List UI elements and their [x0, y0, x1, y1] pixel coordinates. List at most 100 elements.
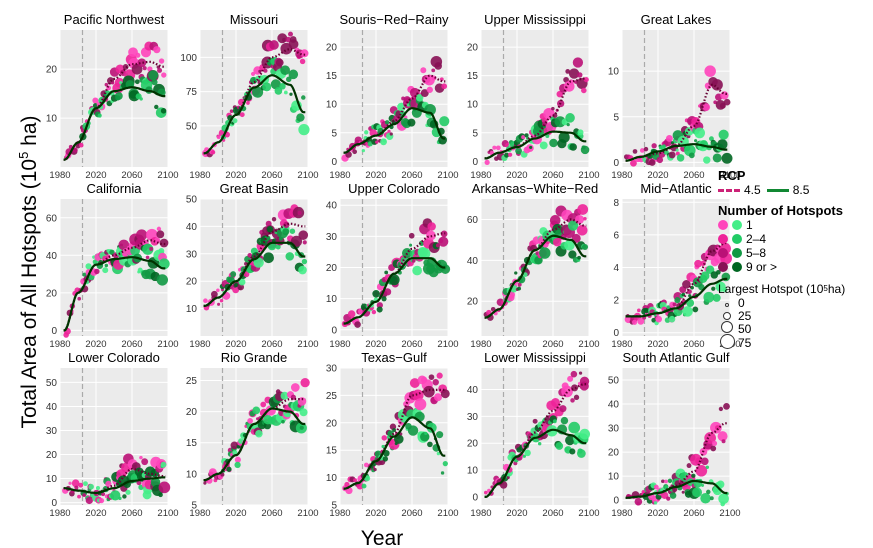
data-point [262, 82, 272, 92]
y-tick-label: 20 [467, 439, 479, 450]
data-point [234, 282, 239, 288]
data-point [532, 418, 538, 424]
data-point [139, 97, 143, 101]
x-tick-label: 1980 [470, 339, 491, 350]
y-tick-label: 8 [613, 198, 619, 209]
data-point [506, 475, 510, 480]
data-point [666, 305, 671, 310]
data-point [573, 394, 580, 401]
data-point [353, 478, 358, 483]
data-point [426, 86, 433, 93]
legend-hotspots-title: Number of Hotspots [718, 203, 843, 218]
y-tick-label: 5 [191, 501, 197, 512]
data-point [664, 485, 669, 490]
data-point [716, 480, 725, 489]
data-point [436, 451, 441, 456]
data-point [344, 481, 350, 488]
data-point [296, 113, 305, 122]
data-point [402, 247, 413, 259]
rcp45-trend-line [343, 74, 446, 154]
data-point [68, 481, 72, 485]
panel: Lower Colorado 1980 2020 2060 2100 0 10 20 30 40 5… [46, 350, 179, 519]
legend-size-row: 50 [718, 321, 868, 336]
data-point [552, 419, 557, 424]
y-tick-label: 4 [613, 263, 619, 274]
y-tick-label: 0 [331, 325, 337, 336]
data-point [297, 210, 302, 216]
rcp45-trend-line [63, 239, 166, 332]
legend-rcp-row: 4.5 8.5 [718, 183, 868, 197]
data-point [695, 464, 708, 477]
data-point [656, 156, 664, 164]
data-point [570, 370, 578, 378]
data-point [282, 37, 287, 42]
size-swatch [721, 321, 733, 333]
x-tick-label: 2020 [365, 170, 386, 181]
y-tick-label: 40 [467, 385, 479, 396]
data-point [299, 425, 304, 430]
x-tick-label: 2020 [506, 339, 527, 350]
data-point [634, 497, 643, 506]
data-point [705, 465, 710, 470]
data-point [539, 141, 548, 150]
panel: Texas−Gulf 1980 2020 2060 2100 5 10 15 20 25 30 [326, 350, 459, 519]
data-point [82, 272, 87, 277]
legend-hotspot-label: 2–4 [746, 232, 767, 246]
data-point [507, 152, 513, 157]
x-tick-label: 2100 [297, 170, 318, 181]
x-tick-label: 2020 [647, 170, 668, 181]
x-tick-label: 2020 [85, 170, 106, 181]
data-point [682, 306, 693, 317]
data-point [384, 120, 390, 125]
data-point [148, 70, 159, 81]
y-tick-label: 20 [326, 418, 338, 429]
x-tick-label: 2020 [365, 339, 386, 350]
x-tick-label: 2060 [121, 170, 142, 181]
data-point [158, 492, 163, 498]
data-point [555, 442, 564, 450]
x-tick-label: 1980 [470, 508, 491, 519]
data-point [433, 393, 442, 402]
data-point [372, 290, 380, 298]
data-point [667, 478, 673, 484]
data-point [275, 244, 281, 250]
data-point [692, 487, 703, 498]
data-point [289, 92, 293, 96]
rcp85-trend-line [203, 241, 306, 307]
x-tick-label: 2100 [719, 508, 740, 519]
y-tick-label: 50 [608, 376, 620, 387]
data-point [577, 72, 583, 78]
data-point [255, 429, 263, 438]
data-point [301, 95, 306, 100]
data-point [364, 130, 369, 135]
data-point [631, 319, 638, 325]
data-point [82, 493, 87, 497]
data-point [274, 87, 283, 95]
data-point [247, 252, 253, 258]
data-point [711, 286, 716, 291]
data-point [701, 457, 709, 466]
data-point [432, 379, 439, 386]
data-point [285, 412, 291, 418]
data-point [220, 472, 225, 477]
data-point [371, 309, 377, 315]
data-point [565, 69, 571, 74]
legend-size-label: 0 [738, 295, 745, 310]
data-point [297, 397, 307, 406]
data-point [111, 81, 115, 85]
data-point [156, 230, 165, 239]
x-tick-label: 2060 [261, 508, 282, 519]
y-tick-label: 40 [326, 201, 338, 212]
data-point [263, 252, 274, 264]
data-point [666, 496, 671, 501]
panel: Rio Grande 1980 2020 2060 2100 5 10 15 20 25 [186, 350, 319, 519]
data-point [97, 113, 102, 118]
data-point [150, 477, 161, 487]
data-point [281, 419, 285, 424]
data-point [373, 467, 377, 472]
data-point [271, 217, 277, 222]
x-tick-label: 2020 [365, 508, 386, 519]
y-tick-label: 15 [186, 438, 198, 449]
y-tick-label: 5 [613, 112, 619, 123]
data-point [234, 456, 241, 463]
